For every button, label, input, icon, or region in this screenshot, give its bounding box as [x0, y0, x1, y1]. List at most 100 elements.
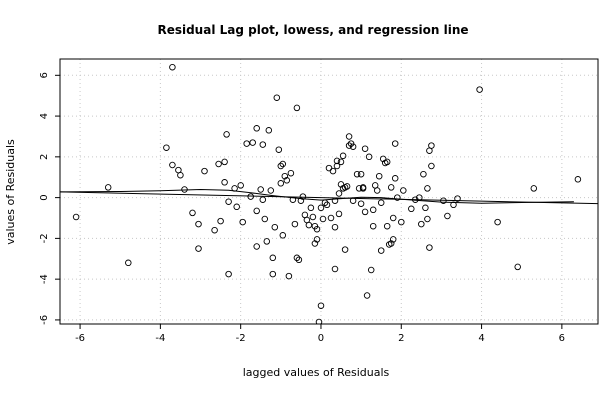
data-point: [247, 193, 254, 200]
data-point: [305, 221, 313, 229]
data-point: [383, 222, 391, 230]
data-point: [201, 167, 208, 175]
data-point: [253, 243, 260, 250]
data-point: [335, 190, 343, 197]
plot-area: [60, 63, 598, 324]
data-point: [72, 213, 80, 221]
data-layer: [60, 63, 598, 324]
data-point: [297, 197, 305, 204]
data-point: [339, 152, 347, 160]
data-point: [387, 184, 395, 191]
data-point: [281, 172, 289, 180]
data-point: [195, 245, 202, 252]
data-point: [424, 185, 431, 192]
data-point: [323, 201, 331, 209]
data-point: [363, 292, 371, 299]
x-tick-label: 2: [398, 333, 404, 344]
data-point: [440, 197, 447, 204]
data-point: [169, 161, 176, 169]
data-point: [283, 177, 291, 184]
data-point: [237, 182, 244, 189]
y-tick-label: 0: [39, 194, 50, 200]
data-point: [275, 146, 283, 153]
data-point: [418, 220, 425, 228]
data-point: [231, 185, 238, 192]
data-point: [345, 133, 353, 140]
y-tick-label: 2: [39, 154, 50, 160]
data-point: [345, 142, 353, 149]
data-point: [104, 184, 112, 191]
data-point: [357, 170, 365, 178]
data-point: [377, 247, 385, 254]
data-point: [319, 215, 327, 223]
data-point: [225, 270, 232, 278]
data-point: [265, 127, 273, 134]
data-point: [225, 198, 232, 205]
y-axis-label: values of Residuals: [4, 139, 17, 245]
regression-line: [60, 191, 598, 205]
data-point: [293, 254, 301, 262]
data-point: [337, 181, 345, 188]
data-point: [177, 171, 184, 179]
data-point: [273, 94, 281, 101]
data-point: [299, 193, 307, 200]
data-point: [163, 144, 170, 151]
data-point: [267, 187, 275, 194]
x-axis-label: lagged values of Residuals: [243, 366, 390, 379]
grid: [60, 59, 598, 324]
data-point: [365, 153, 373, 161]
data-point: [217, 217, 224, 225]
data-point: [277, 162, 285, 170]
data-point: [261, 215, 269, 223]
data-point: [329, 167, 337, 175]
data-point: [367, 266, 375, 274]
data-point: [359, 185, 367, 192]
data-point: [313, 225, 321, 233]
data-point: [361, 145, 369, 152]
data-point: [169, 63, 176, 71]
y-tick-label: 6: [39, 72, 50, 78]
data-point: [394, 194, 401, 201]
data-point: [221, 179, 228, 186]
data-point: [476, 86, 483, 93]
data-point: [574, 176, 582, 183]
data-point: [243, 140, 250, 147]
data-point: [333, 162, 341, 170]
data-point: [125, 259, 132, 267]
x-tick-label: 6: [559, 333, 565, 344]
data-point: [337, 158, 345, 166]
data-point: [428, 142, 435, 149]
data-point: [257, 186, 264, 193]
data-point: [287, 169, 295, 177]
data-point: [530, 185, 538, 192]
data-point: [408, 205, 415, 213]
y-tick-label: -2: [39, 233, 50, 243]
data-point: [353, 170, 361, 178]
data-point: [289, 196, 297, 203]
y-tick-label: 4: [39, 113, 50, 119]
data-point: [269, 270, 277, 278]
data-point: [444, 212, 451, 220]
data-point: [335, 210, 343, 218]
data-point: [361, 208, 369, 216]
data-point: [422, 204, 429, 212]
data-point: [420, 170, 427, 178]
data-point: [391, 140, 399, 147]
data-point: [189, 209, 196, 217]
x-tick-label: 0: [318, 333, 324, 344]
data-point: [424, 215, 431, 223]
data-point: [389, 236, 397, 243]
data-point: [400, 187, 407, 194]
data-point: [514, 263, 521, 271]
x-tick-label: -4: [155, 333, 165, 344]
data-point: [263, 238, 271, 245]
chart-title: Residual Lag plot, lowess, and regressio…: [157, 23, 468, 37]
data-point: [416, 194, 423, 201]
data-point: [291, 220, 299, 228]
data-point: [454, 195, 461, 202]
axis-ticks: -6 -4 -2 0 2 4 6 -6 -4 -2 0 2 4 6: [39, 72, 565, 344]
data-point: [221, 158, 228, 166]
data-point: [317, 302, 325, 309]
